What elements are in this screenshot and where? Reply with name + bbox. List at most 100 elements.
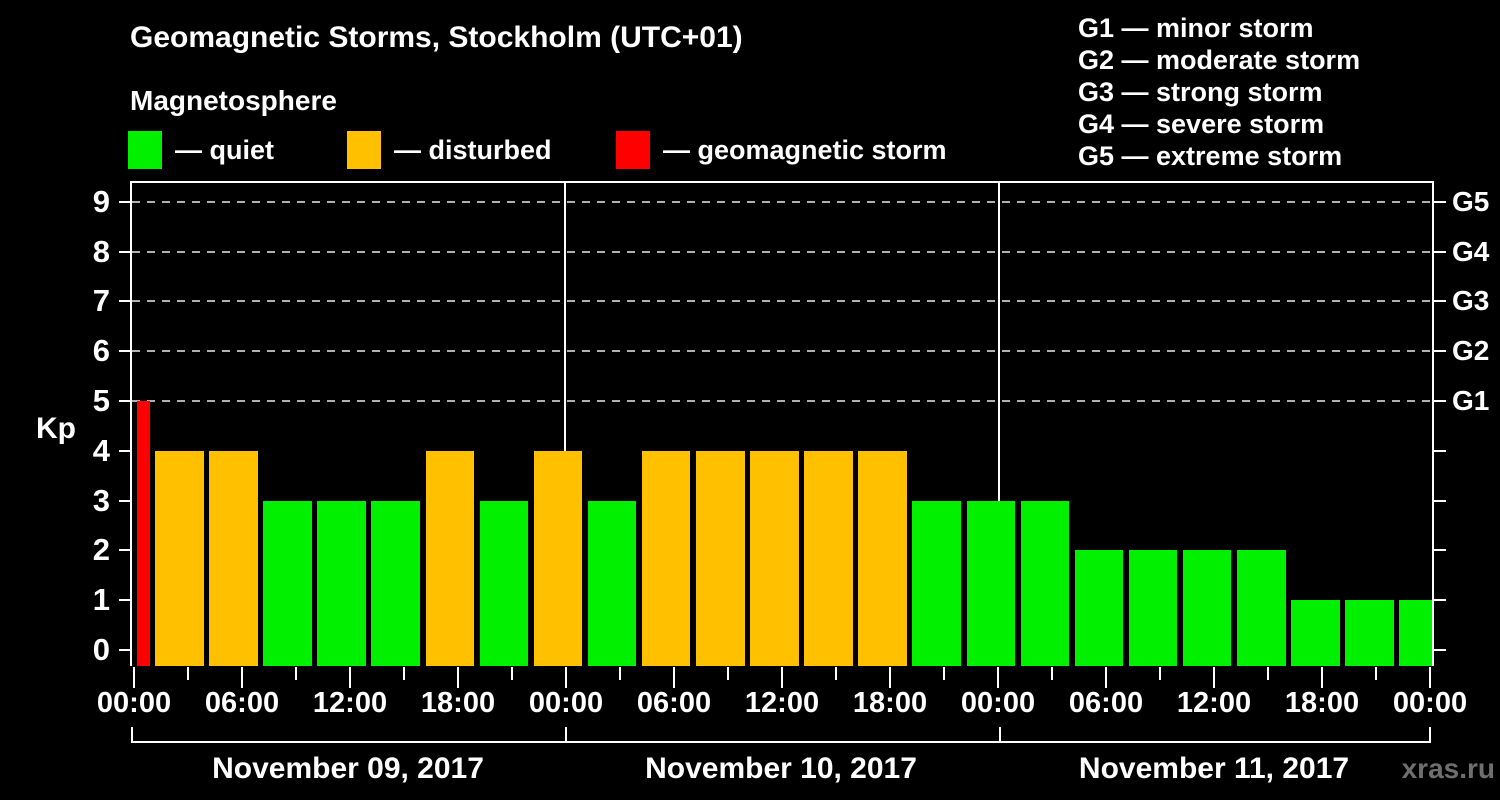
time-label: 06:00 xyxy=(1068,687,1144,719)
time-tick-major xyxy=(781,667,783,688)
time-tick-major xyxy=(673,667,675,688)
watermark: xras.ru xyxy=(1401,753,1495,784)
y-axis-label: 0 xyxy=(92,632,110,667)
storm-scale-item-g2: G2 — moderate storm xyxy=(1078,45,1361,75)
time-tick-minor xyxy=(943,667,945,680)
g-level-label-g3: G3 xyxy=(1452,285,1490,317)
kp-bar xyxy=(966,500,1015,666)
gridline-kp7 xyxy=(132,300,1432,303)
disturbed-color-swatch xyxy=(347,131,381,169)
kp-bar xyxy=(317,500,366,666)
date-axis-line xyxy=(131,741,1431,743)
kp-bar xyxy=(641,450,691,666)
time-label: 12:00 xyxy=(1176,687,1252,719)
time-tick-major xyxy=(889,667,891,688)
y-axis-tick xyxy=(119,300,130,303)
kp-bar xyxy=(1345,600,1394,666)
time-tick-minor xyxy=(403,667,405,680)
date-label-day2: November 10, 2017 xyxy=(645,752,917,785)
time-tick-major xyxy=(997,667,999,688)
time-tick-minor xyxy=(1159,667,1161,680)
kp-bar xyxy=(155,450,204,666)
storm-scale-item-g1: G1 — minor storm xyxy=(1078,13,1314,43)
gridline-kp5 xyxy=(132,400,1432,402)
legend-item-disturbed: — disturbed xyxy=(347,131,552,169)
day-separator-line xyxy=(998,183,1000,666)
y-axis-tick xyxy=(119,649,130,651)
right-axis-tick xyxy=(1434,250,1446,253)
time-label: 00:00 xyxy=(528,687,604,719)
kp-bar xyxy=(1128,550,1178,666)
legend-item-quiet: — quiet xyxy=(128,131,274,169)
kp-bar xyxy=(1074,550,1124,666)
kp-bar xyxy=(696,450,745,666)
g-level-label-g2: G2 xyxy=(1452,335,1490,367)
date-label-day1: November 09, 2017 xyxy=(212,752,484,785)
right-axis-tick xyxy=(1434,599,1446,602)
time-tick-minor xyxy=(1051,667,1053,680)
legend-label-disturbed: — disturbed xyxy=(394,134,552,165)
chart-subtitle: Magnetosphere xyxy=(130,85,337,116)
y-axis-tick xyxy=(119,499,130,502)
y-axis-tick xyxy=(119,549,130,552)
y-axis-label: 7 xyxy=(92,283,110,319)
kp-bar-partial xyxy=(137,401,150,666)
time-label: 00:00 xyxy=(1392,687,1468,719)
legend-label-storm: — geomagnetic storm xyxy=(663,134,947,165)
time-tick-major xyxy=(133,667,135,688)
time-tick-major xyxy=(1321,667,1323,688)
storm-color-swatch xyxy=(616,131,650,169)
y-axis-tick xyxy=(119,400,130,402)
quiet-color-swatch xyxy=(128,131,162,169)
y-axis-label: 6 xyxy=(92,333,110,369)
time-label: 00:00 xyxy=(96,687,172,719)
kp-bar xyxy=(263,500,312,666)
kp-bar xyxy=(1237,550,1286,666)
g-level-label-g5: G5 xyxy=(1452,185,1490,217)
y-axis-tick xyxy=(119,599,130,602)
date-axis-tick xyxy=(565,727,567,743)
time-label: 18:00 xyxy=(852,687,928,719)
kp-bar xyxy=(479,500,529,666)
y-axis-tick xyxy=(119,250,130,253)
date-axis-tick xyxy=(1429,727,1431,743)
time-tick-major xyxy=(1213,667,1215,688)
gridline-kp8 xyxy=(132,250,1432,253)
right-axis-tick xyxy=(1434,200,1446,203)
y-axis-label: 1 xyxy=(92,582,110,618)
y-axis-title: Kp xyxy=(36,412,76,445)
right-axis-tick xyxy=(1434,400,1446,402)
storm-scale-legend: G1 — minor storm G2 — moderate storm G3 … xyxy=(1078,12,1360,172)
y-axis-tick xyxy=(119,449,130,452)
right-axis-tick xyxy=(1434,449,1446,452)
kp-bar xyxy=(1020,500,1070,666)
gridline-kp9 xyxy=(132,200,1432,203)
time-label: 18:00 xyxy=(1284,687,1360,719)
page-title: Geomagnetic Storms, Stockholm (UTC+01) xyxy=(130,21,743,54)
time-tick-minor xyxy=(619,667,621,680)
right-axis-tick xyxy=(1434,499,1446,502)
time-label: 12:00 xyxy=(312,687,388,719)
date-axis-tick xyxy=(131,727,133,743)
kp-bar xyxy=(750,450,799,666)
time-tick-major xyxy=(1105,667,1107,688)
kp-bar xyxy=(858,450,907,666)
time-tick-major xyxy=(565,667,567,688)
time-label: 06:00 xyxy=(636,687,712,719)
time-label: 06:00 xyxy=(204,687,280,719)
time-tick-minor xyxy=(727,667,729,680)
g-level-label-g4: G4 xyxy=(1452,235,1490,267)
storm-scale-item-g5: G5 — extreme storm xyxy=(1078,141,1343,171)
kp-bar xyxy=(1399,600,1432,666)
y-axis-label: 8 xyxy=(92,233,110,269)
kp-bar xyxy=(533,450,583,666)
time-tick-minor xyxy=(1375,667,1377,680)
g-level-label-g1: G1 xyxy=(1452,385,1490,416)
kp-bar xyxy=(1291,600,1340,666)
kp-bar xyxy=(425,450,474,666)
time-tick-major xyxy=(1429,667,1431,688)
y-axis-tick xyxy=(119,200,130,203)
kp-bar xyxy=(1182,550,1232,666)
right-axis-tick xyxy=(1434,300,1446,303)
right-axis-tick xyxy=(1434,649,1446,651)
